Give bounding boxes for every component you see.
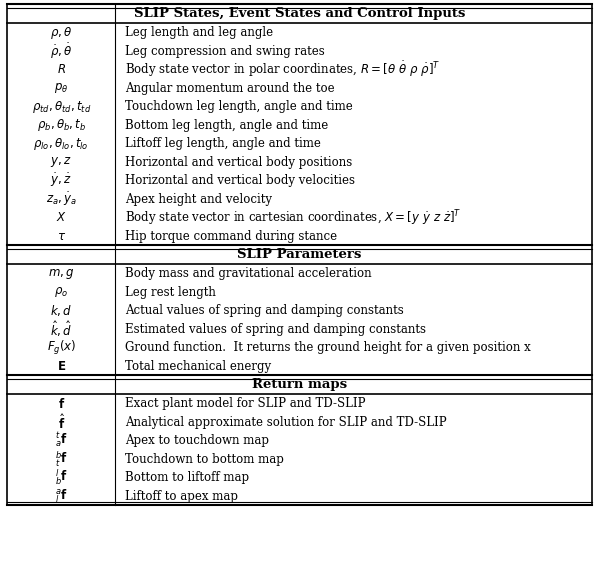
Text: Leg length and leg angle: Leg length and leg angle <box>125 26 273 39</box>
Text: $k, d$: $k, d$ <box>50 304 72 318</box>
Text: Apex height and velocity: Apex height and velocity <box>125 193 272 206</box>
Text: Total mechanical energy: Total mechanical energy <box>125 360 271 373</box>
Text: ${}^a_l\mathbf{f}$: ${}^a_l\mathbf{f}$ <box>55 488 68 505</box>
Text: $X$: $X$ <box>56 211 66 224</box>
Text: Bottom to liftoff map: Bottom to liftoff map <box>125 471 249 484</box>
Text: $\rho_b, \theta_b, t_b$: $\rho_b, \theta_b, t_b$ <box>37 117 86 134</box>
Text: Leg compression and swing rates: Leg compression and swing rates <box>125 45 325 58</box>
Text: Ground function.  It returns the ground height for a given position x: Ground function. It returns the ground h… <box>125 341 531 354</box>
Text: $F_g(x)$: $F_g(x)$ <box>47 339 76 357</box>
Text: Actual values of spring and damping constants: Actual values of spring and damping cons… <box>125 304 404 317</box>
Text: Exact plant model for SLIP and TD-SLIP: Exact plant model for SLIP and TD-SLIP <box>125 397 365 410</box>
Text: $\hat{\mathbf{f}}$: $\hat{\mathbf{f}}$ <box>58 413 65 432</box>
Text: Body mass and gravitational acceleration: Body mass and gravitational acceleration <box>125 267 371 280</box>
Text: $p_\theta$: $p_\theta$ <box>54 81 68 95</box>
Text: $m, g$: $m, g$ <box>48 266 74 280</box>
Text: $\rho_{lo}, \theta_{lo}, t_{lo}$: $\rho_{lo}, \theta_{lo}, t_{lo}$ <box>34 136 89 151</box>
Text: Touchdown to bottom map: Touchdown to bottom map <box>125 453 284 466</box>
Text: Hip torque command during stance: Hip torque command during stance <box>125 230 337 243</box>
Text: $\rho, \theta$: $\rho, \theta$ <box>50 25 72 41</box>
Text: Estimated values of spring and damping constants: Estimated values of spring and damping c… <box>125 323 426 335</box>
Text: $\rho_o$: $\rho_o$ <box>54 285 68 299</box>
Text: $\dot{\rho}, \dot{\theta}$: $\dot{\rho}, \dot{\theta}$ <box>50 42 72 61</box>
Text: $\mathbf{E}$: $\mathbf{E}$ <box>57 360 66 373</box>
Text: $R$: $R$ <box>57 63 66 76</box>
Text: $\rho_{td}, \theta_{td}, t_{td}$: $\rho_{td}, \theta_{td}, t_{td}$ <box>32 99 91 115</box>
Text: Touchdown leg length, angle and time: Touchdown leg length, angle and time <box>125 100 353 113</box>
Text: Analytical approximate solution for SLIP and TD-SLIP: Analytical approximate solution for SLIP… <box>125 416 446 429</box>
Text: $y, z$: $y, z$ <box>50 155 72 169</box>
Text: Body state vector in polar coordinates, $R = [\theta\ \dot{\theta}\ \rho\ \dot{\: Body state vector in polar coordinates, … <box>125 60 440 80</box>
Text: SLIP Parameters: SLIP Parameters <box>237 249 362 261</box>
Text: Body state vector in cartesian coordinates, $X = [y\ \dot{y}\ z\ \dot{z}]^T$: Body state vector in cartesian coordinat… <box>125 208 461 228</box>
Text: Apex to touchdown map: Apex to touchdown map <box>125 434 269 447</box>
Text: $\hat{k}, \hat{d}$: $\hat{k}, \hat{d}$ <box>50 319 72 339</box>
Text: Leg rest length: Leg rest length <box>125 286 216 299</box>
Text: Horizontal and vertical body velocities: Horizontal and vertical body velocities <box>125 174 355 187</box>
Text: Return maps: Return maps <box>252 379 347 392</box>
Text: Angular momentum around the toe: Angular momentum around the toe <box>125 82 335 95</box>
Text: ${}^t_a\mathbf{f}$: ${}^t_a\mathbf{f}$ <box>55 431 68 450</box>
Text: $z_a, \dot{y}_a$: $z_a, \dot{y}_a$ <box>46 191 77 208</box>
Text: SLIP States, Event States and Control Inputs: SLIP States, Event States and Control In… <box>134 7 465 21</box>
Text: ${}^l_b\mathbf{f}$: ${}^l_b\mathbf{f}$ <box>55 468 68 488</box>
Text: $\tau$: $\tau$ <box>57 230 66 243</box>
Text: Bottom leg length, angle and time: Bottom leg length, angle and time <box>125 119 328 132</box>
Text: Liftoff to apex map: Liftoff to apex map <box>125 490 238 503</box>
Text: ${}^b_t\mathbf{f}$: ${}^b_t\mathbf{f}$ <box>55 449 68 469</box>
Text: Horizontal and vertical body positions: Horizontal and vertical body positions <box>125 156 352 169</box>
Text: $\mathbf{f}$: $\mathbf{f}$ <box>58 397 65 411</box>
Text: Liftoff leg length, angle and time: Liftoff leg length, angle and time <box>125 137 321 150</box>
Text: $\dot{y}, \dot{z}$: $\dot{y}, \dot{z}$ <box>50 172 72 190</box>
